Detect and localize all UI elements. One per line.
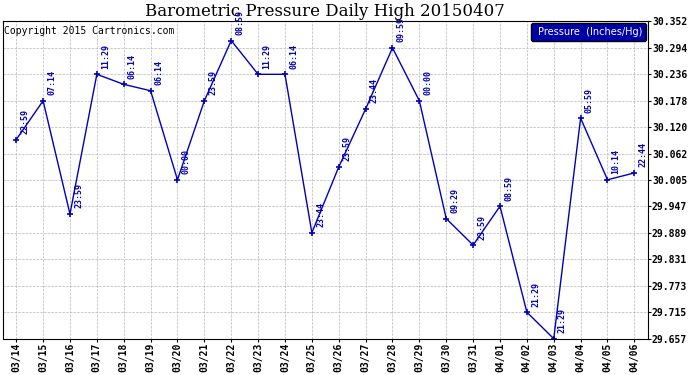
Text: 09:29: 09:29 <box>451 188 460 213</box>
Text: 23:59: 23:59 <box>208 70 217 95</box>
Text: 22:44: 22:44 <box>638 142 647 167</box>
Text: 05:59: 05:59 <box>585 88 594 112</box>
Text: 11:29: 11:29 <box>101 44 110 69</box>
Text: 23:44: 23:44 <box>370 78 379 104</box>
Text: Copyright 2015 Cartronics.com: Copyright 2015 Cartronics.com <box>4 26 175 36</box>
Text: 08:59: 08:59 <box>235 10 244 35</box>
Title: Barometric Pressure Daily High 20150407: Barometric Pressure Daily High 20150407 <box>146 3 505 20</box>
Text: 23:59: 23:59 <box>343 136 352 162</box>
Text: 08:59: 08:59 <box>504 176 513 201</box>
Text: 11:29: 11:29 <box>262 44 271 69</box>
Text: 23:59: 23:59 <box>74 183 83 209</box>
Text: 06:14: 06:14 <box>128 54 137 79</box>
Text: 22:59: 22:59 <box>21 109 30 134</box>
Text: 10:14: 10:14 <box>611 149 621 174</box>
Text: 09:59: 09:59 <box>397 17 406 42</box>
Legend: Pressure  (Inches/Hg): Pressure (Inches/Hg) <box>531 23 646 41</box>
Text: 23:59: 23:59 <box>477 214 486 240</box>
Text: 00:00: 00:00 <box>181 149 190 174</box>
Text: 07:14: 07:14 <box>47 70 57 95</box>
Text: 00:00: 00:00 <box>424 70 433 95</box>
Text: 21:29: 21:29 <box>531 282 540 307</box>
Text: 21:29: 21:29 <box>558 308 567 333</box>
Text: 06:14: 06:14 <box>155 60 164 85</box>
Text: 23:44: 23:44 <box>316 202 325 227</box>
Text: 06:14: 06:14 <box>289 44 298 69</box>
